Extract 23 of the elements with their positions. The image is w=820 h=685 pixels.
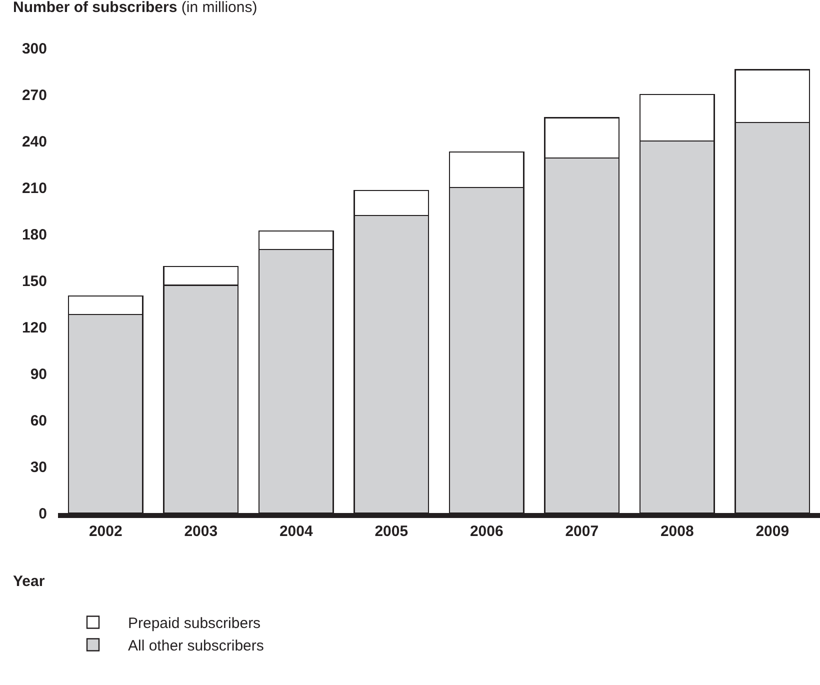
legend-label: All other subscribers — [128, 638, 264, 655]
y-tick-label: 150 — [22, 272, 47, 290]
y-tick-label: 300 — [22, 40, 47, 58]
x-axis-title: Year — [13, 573, 45, 590]
y-tick-label: 0 — [38, 505, 47, 522]
y-tick-label: 210 — [22, 180, 47, 197]
y-tick-label: 240 — [22, 133, 47, 150]
y-tick-label: 120 — [22, 319, 47, 336]
x-tick-label: 2008 — [660, 523, 694, 540]
y-tick-label: 90 — [30, 366, 47, 383]
y-tick-label: 30 — [30, 458, 47, 476]
y-tick-label: 60 — [30, 412, 47, 430]
x-tick-label: 2007 — [565, 523, 599, 540]
x-tick-label: 2005 — [374, 523, 408, 540]
x-tick-label: 2006 — [470, 523, 504, 540]
y-tick-label: 270 — [22, 86, 47, 104]
legend-label: Prepaid subscribers — [128, 615, 261, 632]
x-tick-label: 2004 — [279, 523, 314, 540]
y-axis-title: Number of subscribers (in millions) — [13, 0, 258, 16]
y-tick-label: 180 — [22, 226, 47, 244]
x-tick-label: 2003 — [184, 523, 218, 540]
x-tick-label: 2009 — [756, 523, 790, 540]
x-tick-label: 2002 — [88, 523, 122, 540]
